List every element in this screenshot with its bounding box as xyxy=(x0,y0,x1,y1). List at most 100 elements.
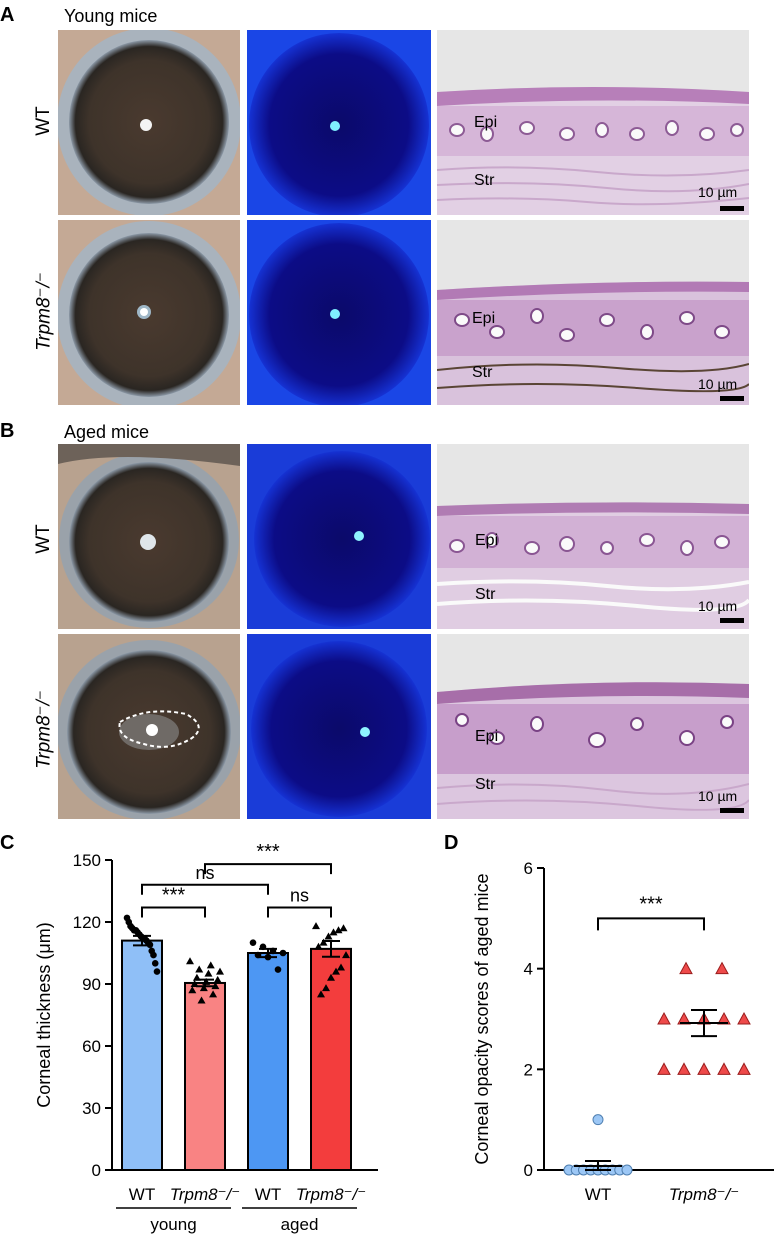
scale-label-a1: 10 µm xyxy=(698,184,738,200)
c-comparison-label: *** xyxy=(256,841,280,863)
c-point xyxy=(199,984,208,992)
d-x-tick-label: WT xyxy=(585,1185,611,1204)
str-label-a2: Str xyxy=(472,364,493,381)
c-point xyxy=(274,966,282,973)
c-x-tick-label: WT xyxy=(255,1185,281,1204)
c-point xyxy=(317,990,325,998)
c-point xyxy=(324,932,333,940)
c-comparison-bracket xyxy=(141,883,269,895)
histology-a2 xyxy=(437,220,749,405)
c-point xyxy=(279,949,287,957)
str-label-b2: Str xyxy=(475,776,496,793)
c-point xyxy=(211,982,220,990)
epi-label-a1: Epi xyxy=(474,114,498,131)
c-point xyxy=(209,990,218,998)
c-point xyxy=(195,965,204,973)
d-point-ko xyxy=(657,1011,671,1025)
d-point-ko xyxy=(697,1062,711,1075)
eye-photo-a1 xyxy=(58,30,240,215)
c-point xyxy=(337,963,345,971)
d-point-wt xyxy=(621,1164,633,1176)
eye-photo-b1 xyxy=(58,444,240,629)
d-y-axis-label: Corneal opacity scores of aged mice xyxy=(472,873,492,1164)
panel-c-letter: C xyxy=(0,832,15,854)
d-point-ko xyxy=(737,1062,751,1075)
eye-photo-b2 xyxy=(58,634,240,819)
c-comparison-bracket xyxy=(141,906,206,918)
scale-label-b2: 10 µm xyxy=(698,788,738,804)
c-point xyxy=(150,951,157,959)
fluorescein-photo-b2 xyxy=(247,634,431,819)
scale-bar-a2 xyxy=(720,396,744,401)
c-point xyxy=(206,961,215,969)
chart-d: 0 2 4 6 Corneal opacity scores of aged mice *… xyxy=(472,859,774,1204)
d-comparison-label: *** xyxy=(639,893,663,915)
fluorescein-photo-a2 xyxy=(247,220,431,405)
histology-a1 xyxy=(437,30,749,215)
c-y-tick-label: 30 xyxy=(82,1099,101,1118)
c-y-tick-label: 0 xyxy=(92,1161,101,1180)
panel-a-row1-label: WT xyxy=(33,106,54,136)
panel-a-row2-label: Trpm8⁻/⁻ xyxy=(33,272,55,351)
d-point-ko xyxy=(717,1062,731,1075)
histology-b1 xyxy=(437,444,749,629)
panel-a-letter: A xyxy=(0,4,15,26)
c-bar xyxy=(184,981,226,1171)
c-bar xyxy=(310,947,352,1171)
d-point-ko xyxy=(715,961,729,975)
histology-b2 xyxy=(437,634,749,819)
c-bar xyxy=(247,952,289,1171)
c-point xyxy=(204,969,213,977)
c-point xyxy=(322,984,330,992)
eye-photo-a2 xyxy=(58,220,240,405)
d-y-tick-label: 6 xyxy=(524,859,533,878)
c-point xyxy=(190,980,199,987)
chart-c: 0 30 60 90 120 150 Corneal thickness (μm) *** ns… xyxy=(34,841,378,1234)
c-point xyxy=(314,942,323,950)
panel-a-title: Young mice xyxy=(64,6,158,26)
str-label-a1: Str xyxy=(474,172,495,189)
panel-b-row1-label: WT xyxy=(33,524,54,554)
c-comparison-bracket xyxy=(267,906,332,918)
d-x-tick-label: Trpm8⁻/⁻ xyxy=(669,1185,740,1204)
c-point xyxy=(186,957,194,965)
c-comparison-label: *** xyxy=(162,885,186,907)
d-point-ko xyxy=(677,1062,691,1075)
scale-label-b1: 10 µm xyxy=(698,598,738,614)
c-point xyxy=(213,975,222,983)
c-x-tick-label: Trpm8⁻/⁻ xyxy=(296,1185,367,1204)
c-x-tick-label: Trpm8⁻/⁻ xyxy=(170,1185,241,1204)
panel-b-title: Aged mice xyxy=(64,422,150,442)
d-y-tick-label: 0 xyxy=(524,1161,533,1180)
c-point xyxy=(329,928,338,936)
d-y-tick-label: 4 xyxy=(524,960,533,979)
c-point xyxy=(312,922,320,930)
d-point-ko xyxy=(679,961,693,975)
c-y-tick-label: 150 xyxy=(73,851,101,870)
c-group-label: aged xyxy=(281,1215,319,1234)
c-point xyxy=(327,973,335,981)
c-point xyxy=(216,967,224,975)
panel-b-letter: B xyxy=(0,420,15,442)
c-comparison-label: ns xyxy=(290,886,309,906)
d-point-wt xyxy=(592,1114,604,1126)
d-y-tick-label: 2 xyxy=(524,1060,533,1079)
epi-label-a2: Epi xyxy=(472,310,496,327)
c-point xyxy=(334,926,343,934)
panel-b-row2-label: Trpm8⁻/⁻ xyxy=(33,690,55,769)
str-label-b1: Str xyxy=(475,586,496,603)
epi-label-b1: Epi xyxy=(475,532,499,549)
panel-d-letter: D xyxy=(444,832,459,854)
d-point-ko xyxy=(737,1011,751,1025)
c-y-tick-label: 90 xyxy=(82,975,101,994)
epi-label-b2: Epi xyxy=(475,728,499,745)
scale-bar-b1 xyxy=(720,618,744,623)
c-point xyxy=(197,996,206,1004)
d-point-ko xyxy=(657,1062,671,1075)
c-point xyxy=(249,939,257,946)
c-point xyxy=(332,967,340,975)
c-y-tick-label: 120 xyxy=(73,913,101,932)
d-comparison-bracket xyxy=(597,917,705,931)
c-bar xyxy=(121,939,163,1171)
fluorescein-photo-a1 xyxy=(247,30,431,215)
